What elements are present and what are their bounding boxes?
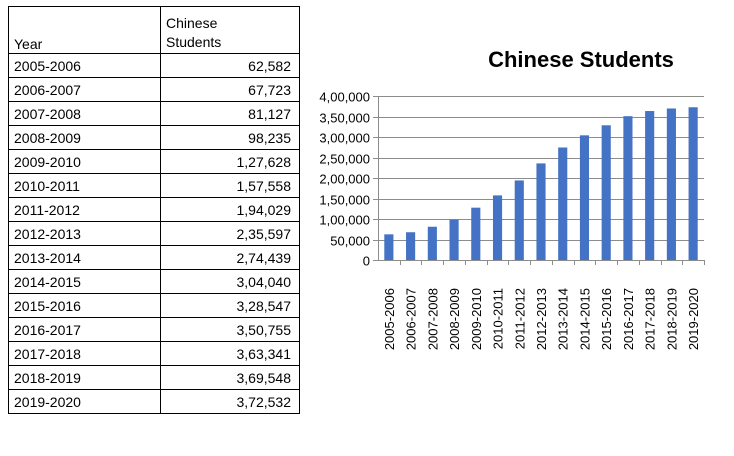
y-tick-label: 1,50,000 [319,193,370,208]
y-tick-label: 1,00,000 [319,213,370,228]
bars [384,107,698,261]
x-tick-label: 2008-2009 [447,288,462,350]
students-cell: 62,582 [160,53,300,78]
students-cell: 2,74,439 [160,245,300,270]
axes [373,96,705,265]
students-header-line1: Chinese [166,15,218,31]
x-tick-label: 2011-2012 [512,288,527,349]
table-row: 2019-2020 3,72,532 [8,389,300,414]
bar [623,116,633,260]
students-cell: 98,235 [160,125,300,150]
x-tick-label: 2014-2015 [577,288,592,350]
table-row: 2007-2008 81,127 [8,101,300,126]
x-tick-label: 2018-2019 [664,288,679,350]
students-header-line2: Students [166,34,222,50]
x-tick-label: 2007-2008 [425,288,440,350]
x-tick-label: 2006-2007 [404,288,419,350]
table-row: 2006-2007 67,723 [8,77,300,102]
x-tick-label: 2015-2016 [599,288,614,350]
y-tick-label: 3,00,000 [319,131,370,146]
table-row: 2013-2014 2,74,439 [8,245,300,270]
table-row: 2009-2010 1,27,628 [8,149,300,174]
table-row: 2005-2006 62,582 [8,53,300,78]
students-column-header: Chinese Students [160,6,300,54]
y-tick-label: 2,00,000 [319,172,370,187]
bar [645,111,655,261]
x-tick-label: 2012-2013 [534,288,549,350]
bar [688,107,698,261]
students-cell: 3,04,040 [160,269,300,294]
students-cell: 81,127 [160,101,300,126]
y-tick-label: 3,50,000 [319,111,370,126]
year-cell: 2012-2013 [8,221,161,246]
year-column-header: Year [8,6,161,54]
year-cell: 2013-2014 [8,245,161,270]
y-tick-label: 0 [363,254,370,269]
students-cell: 1,27,628 [160,149,300,174]
table-header-row: Year Chinese Students [8,6,300,54]
year-cell: 2005-2006 [8,53,161,78]
bar [601,125,611,260]
y-tick-label: 2,50,000 [319,152,370,167]
bar [427,226,437,260]
bar [449,219,459,260]
x-tick-labels: 2005-2006 2006-2007 2007-2008 2008-2009 2009… [382,288,701,350]
x-tick-label: 2019-2020 [686,288,701,350]
year-cell: 2007-2008 [8,101,161,126]
students-cell: 1,57,558 [160,173,300,198]
students-cell: 1,94,029 [160,197,300,222]
x-tick-label: 2005-2006 [382,288,397,350]
x-tick-label: 2013-2014 [556,288,571,350]
bar [579,135,590,260]
table-row: 2015-2016 3,28,547 [8,293,300,318]
bar [666,108,676,260]
year-cell: 2016-2017 [8,317,161,342]
bar [406,232,416,260]
bar [558,147,568,260]
bar [384,234,394,260]
year-cell: 2019-2020 [8,389,161,414]
bar [514,180,524,260]
data-table: Year Chinese Students 2005-2006 62,582 2006… [8,6,300,414]
x-tick-label: 2009-2010 [469,288,484,350]
bar [492,195,503,260]
table-row: 2011-2012 1,94,029 [8,197,300,222]
table-row: 2018-2019 3,69,548 [8,365,300,390]
year-cell: 2018-2019 [8,365,161,390]
y-tick-label: 4,00,000 [319,90,370,105]
year-cell: 2009-2010 [8,149,161,174]
y-tick-labels: 0 50,000 1,00,000 1,50,000 2,00,000 2,50,000 3… [319,90,370,269]
y-tick-label: 50,000 [330,234,370,249]
x-tick-label: 2010-2011 [491,288,506,349]
bar [536,163,546,260]
bar [471,207,481,260]
x-tick-label: 2017-2018 [643,288,658,350]
table-row: 2017-2018 3,63,341 [8,341,300,366]
x-tick-label: 2016-2017 [621,288,636,350]
table-body: 2005-2006 62,582 2006-2007 67,723 2007-2008 8… [8,53,300,414]
chart-title: Chinese Students [488,47,674,72]
students-cell: 3,72,532 [160,389,300,414]
